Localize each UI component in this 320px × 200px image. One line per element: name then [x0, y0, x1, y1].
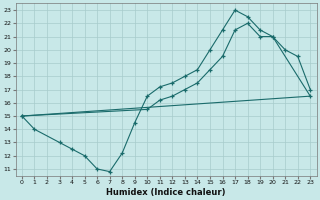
X-axis label: Humidex (Indice chaleur): Humidex (Indice chaleur)	[106, 188, 226, 197]
